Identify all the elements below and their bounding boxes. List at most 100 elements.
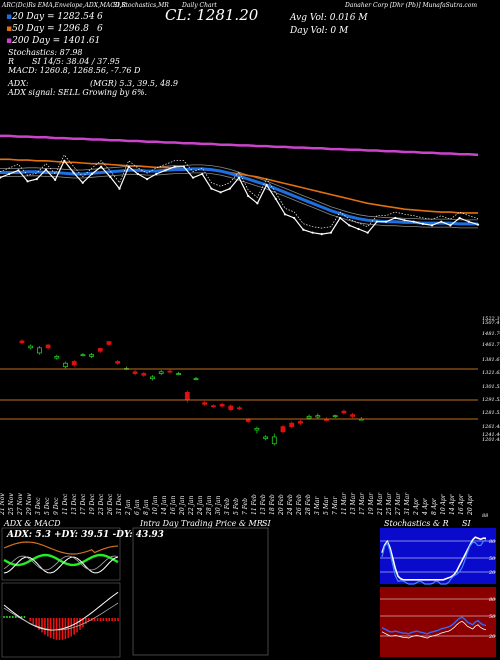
price-axis-label: 1201.45 [482,437,500,443]
price-point [274,197,277,201]
date-label: 23 Dec [98,493,105,516]
price-levels [0,368,478,420]
candle-body [150,376,155,380]
stoch-level-label: 20 [488,570,496,576]
date-label: 31 Mar [404,492,411,515]
adx-label: ADX: [8,79,29,88]
price-point [26,180,29,183]
date-label: 25 Nov [8,493,15,516]
price-point [164,169,167,172]
rsi-level-label: 80 [489,597,496,603]
rsi-line [381,616,487,635]
stochastics-label: Stochastics: 87.98 [8,48,83,57]
candle-body [280,426,286,433]
price-axis-label: 1522.3 [482,316,500,322]
date-label: 26 Feb [296,494,303,516]
price-point [302,228,305,231]
date-label: 11 Mar [341,492,348,515]
date-label: 10 Apr [440,493,447,515]
ema200-label: ▪200 Day = 1401.61 [6,36,101,46]
price-point [136,172,139,176]
candle-body [176,373,182,375]
price-point [118,187,121,190]
date-label: 27 Nov [17,493,24,516]
price-point [17,169,20,172]
candle-body [202,402,208,405]
date-label: 2 Apr [413,497,420,516]
candle-body [141,373,147,376]
date-label: 17 Dec [80,493,87,515]
price-point [421,222,424,225]
adx-values-label: ADX: 5.3 +DY: 39.51 -DY: 43.93 [7,530,164,540]
header-line1-mid: SI,Stochastics,MR [113,2,169,9]
price-point [8,172,11,176]
price-point [311,231,314,234]
price-point [237,176,241,179]
date-label: 22 Jan [188,495,195,516]
price-point [476,223,480,226]
day-volume-label: Day Vol: 0 M [290,26,349,36]
series-line-50-day [0,158,478,214]
price-point [357,227,360,231]
candle-body [245,419,251,422]
adx-grey-line [3,555,119,571]
rsi-secondary-line [381,620,487,639]
price-point [145,178,149,181]
price-point [155,172,158,176]
candle-body [263,436,269,440]
date-label: 30 Jan [215,495,222,515]
price-point [173,165,176,168]
candle-body [132,371,138,374]
date-label: 11 Dec [62,493,69,515]
price-point [90,172,94,176]
price-point [348,224,351,227]
adx-green-line [3,553,119,567]
price-point [219,191,222,194]
price-point [54,178,57,181]
price-point [458,216,461,220]
envelope-line [0,172,478,229]
price-point [449,224,452,227]
adx-lines [3,541,119,574]
signal-dotted-line [0,154,479,229]
price-point [467,220,470,223]
price-point [265,183,268,187]
adx-orange-line [3,541,119,555]
macd-label: MACD: 1260.8, 1268.56, -7.76 D [8,66,141,75]
price-point [329,231,333,234]
price-axis-label: 1261.48 [482,424,500,430]
candle-body [297,421,303,424]
date-label: 8 Jan [143,499,150,515]
date-label: 11 Feb [251,494,258,515]
date-label: 13 Feb [260,494,267,515]
date-label: 16 Jan [170,495,177,515]
candle-body [71,361,77,366]
date-label: 24 Feb [287,494,294,516]
price-axis-label: 1301.59 [482,384,500,390]
price-point [44,168,48,171]
price-point [182,165,185,168]
avg-volume-label: Avg Vol: 0.016 M [290,13,368,23]
candle-body [271,436,277,445]
price-point [228,187,231,190]
stoch-level-label: 80 [489,539,496,545]
ema50-label: ▪50 Day = 1296.8 [6,24,89,34]
price-point [210,187,213,190]
rsi-level-label: 20 [488,634,496,640]
candles [19,339,364,446]
stoch-k-line [381,536,486,581]
date-label: 21 Nov [0,493,6,516]
candle-body [167,370,173,373]
candle-body [315,415,321,418]
rsi-prefix: R [8,57,15,66]
date-label: 20 Feb [278,494,285,516]
candle-body [28,345,34,349]
date-label: 17 Mar [359,492,366,515]
candle-body [45,344,51,349]
date-label: 3 Mar [314,496,321,515]
rsi-label: SI 14/5: 38.04 / 37.95 [32,57,120,66]
price-point [63,159,66,162]
date-label: 6 Jan [134,499,141,515]
